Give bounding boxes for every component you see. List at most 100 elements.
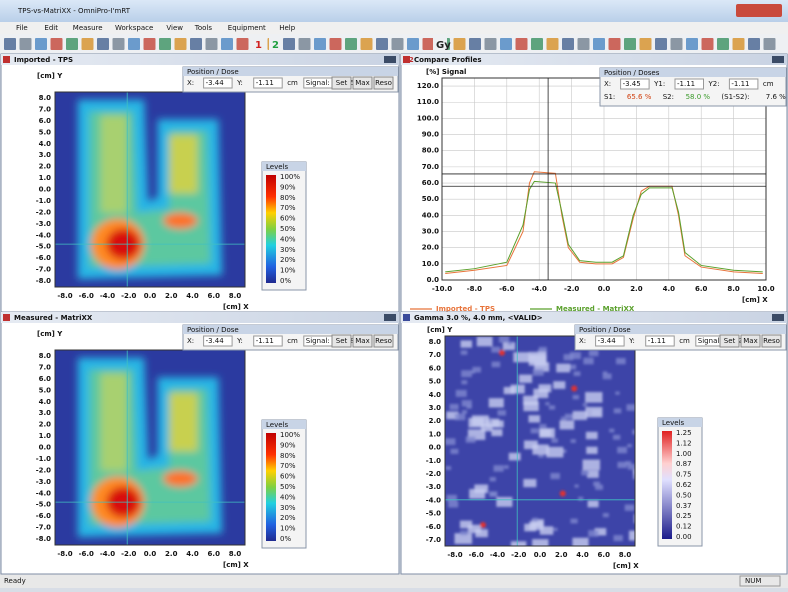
position-field[interactable] [674,78,704,90]
gamma-patch [570,439,576,443]
toolbar-button[interactable] [112,38,125,50]
position-button[interactable] [331,334,352,348]
gamma-patch [454,533,473,544]
toolbar-button[interactable] [329,38,342,50]
panel-controls[interactable] [772,314,784,321]
toolbar-button[interactable] [221,38,233,50]
levels-title: Levels [266,421,288,429]
gamma-patch [546,446,564,458]
position-button[interactable] [352,76,373,90]
toolbar-button[interactable] [624,38,636,50]
toolbar-button[interactable] [205,38,218,50]
position-field[interactable] [645,335,675,347]
toolbar-button[interactable] [655,38,667,50]
toolbar-button[interactable] [50,38,63,50]
toolbar-button[interactable] [236,38,249,50]
toolbar-button[interactable] [732,38,745,50]
position-field[interactable] [595,335,625,347]
position-button[interactable] [352,334,373,348]
y-tick-label: 1.0 [39,432,52,440]
x-tick-label: 0.0 [144,550,157,558]
toolbar-button[interactable] [717,38,729,50]
toolbar-button[interactable] [159,38,171,50]
toolbar-button[interactable] [190,38,202,50]
toolbar-button[interactable] [577,38,590,50]
panel-controls[interactable] [772,56,784,63]
position-button[interactable] [719,334,740,348]
position-title: Position / Dose [187,68,239,76]
toolbar-button[interactable] [376,38,388,50]
position-button[interactable] [761,334,782,348]
toolbar-button[interactable] [562,38,574,50]
menu-item[interactable]: Equipment [228,24,266,32]
toolbar-button[interactable] [531,38,543,50]
menu-item[interactable]: Workspace [115,24,153,32]
levels-label: 1.25 [676,429,692,437]
position-field[interactable] [620,78,650,90]
toolbar-button[interactable] [298,38,311,50]
levels-label: 0% [280,277,291,285]
toolbar-button[interactable] [546,38,559,50]
position-button-label: Max [355,337,369,345]
menu-item[interactable]: Measure [73,24,103,32]
toolbar-button[interactable] [763,38,776,50]
levels-title: Levels [662,419,684,427]
toolbar-button[interactable] [314,38,326,50]
toolbar-button[interactable] [143,38,156,50]
position-value: -1.11 [256,337,274,345]
toolbar-button[interactable] [66,38,78,50]
toolbar-button[interactable] [469,38,481,50]
toolbar-button[interactable] [407,38,419,50]
position-field[interactable] [203,335,233,347]
toolbar-label: 2 [272,40,279,51]
position-button[interactable] [331,76,352,90]
toolbar-button[interactable] [515,38,528,50]
position-field[interactable] [253,77,283,89]
toolbar-button[interactable] [174,38,187,50]
toolbar-button[interactable] [701,38,714,50]
position-field[interactable] [203,77,233,89]
toolbar-button[interactable] [360,38,373,50]
position-field[interactable] [728,78,759,90]
toolbar-button[interactable] [639,38,652,50]
toolbar-button[interactable] [4,38,16,50]
position-button[interactable] [373,334,394,348]
toolbar-button[interactable] [391,38,404,50]
menu-item[interactable]: Tools [194,24,213,32]
toolbar-slot [252,37,266,51]
toolbar-button[interactable] [345,38,357,50]
toolbar-button[interactable] [484,38,497,50]
toolbar-button[interactable] [608,38,621,50]
toolbar-button[interactable] [283,38,295,50]
position-field[interactable] [253,335,283,347]
gamma-patch [627,463,635,470]
gamma-patch [493,465,504,472]
x-tick-label: 4.0 [186,550,199,558]
panel-controls[interactable] [384,314,396,321]
menu-item[interactable]: View [166,24,183,32]
toolbar-button[interactable] [422,38,435,50]
toolbar-button[interactable] [97,38,109,50]
toolbar-button[interactable] [35,38,47,50]
toolbar-button[interactable] [128,38,140,50]
toolbar-button[interactable] [686,38,698,50]
position-button[interactable] [373,76,394,90]
position-button[interactable] [740,334,761,348]
toolbar-button[interactable] [500,38,512,50]
x-tick-label: 2.0 [555,551,568,559]
toolbar-button[interactable] [748,38,760,50]
panel-controls[interactable] [384,56,396,63]
toolbar-button[interactable] [81,38,94,50]
window-buttons[interactable] [736,4,782,17]
toolbar-button[interactable] [19,38,32,50]
menu-item[interactable]: Help [279,24,296,32]
levels-label: 100% [280,173,300,181]
gamma-patch [534,362,550,372]
toolbar-button[interactable] [453,38,466,50]
toolbar-button[interactable] [670,38,683,50]
toolbar-button[interactable] [593,38,605,50]
y-tick-label: 6.0 [429,364,442,372]
gamma-hot [559,490,566,497]
menu-item[interactable]: File [16,24,28,32]
menu-item[interactable]: Edit [44,24,58,32]
